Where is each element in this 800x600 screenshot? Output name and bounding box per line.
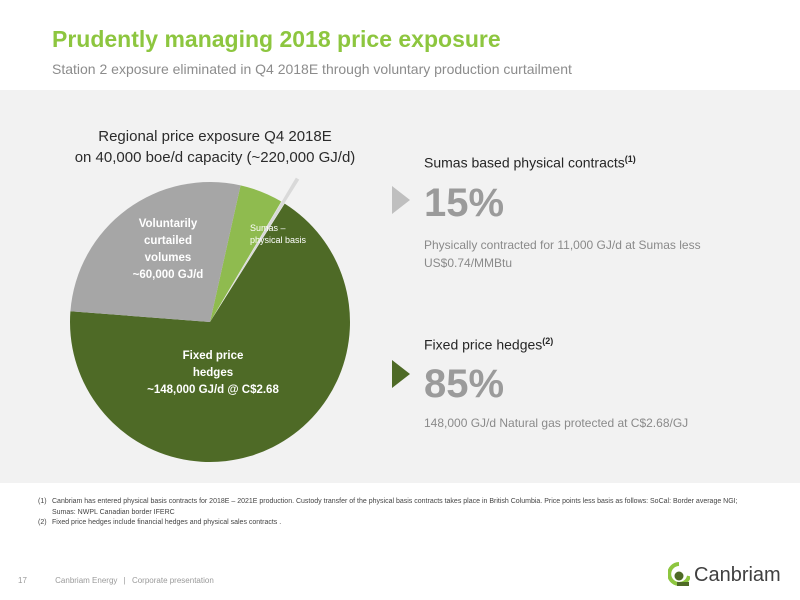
chart-title: Regional price exposure Q4 2018E on 40,0… (50, 126, 380, 168)
footnotes: (1) Canbriam has entered physical basis … (38, 497, 788, 529)
footnote-number: (2) (38, 519, 47, 526)
canbriam-logo: Canbriam (668, 562, 781, 588)
hedges-footnote-ref: (2) (542, 336, 554, 346)
hedges-heading: Fixed price hedges(2) (424, 336, 553, 353)
footer: 17 Canbriam Energy | Corporate presentat… (18, 576, 240, 585)
slice-label-line: volumes (144, 252, 192, 264)
footnote-line: Sumas: NWPL Canadian border IFERC (52, 508, 175, 516)
slice-sumas (210, 185, 282, 322)
slice-exploded (224, 177, 300, 299)
sumas-heading: Sumas based physical contracts(1) (424, 154, 636, 171)
footer-company: Canbriam Energy (55, 576, 118, 585)
slice-label-line: Fixed price (182, 350, 244, 362)
page-title: Prudently managing 2018 price exposure (52, 26, 501, 52)
sumas-desc-line: US$0.74/MMBtu (424, 256, 513, 270)
hedges-heading-text: Fixed price hedges (424, 336, 543, 353)
slice-label-line: Sumas – (250, 223, 286, 233)
footnote-2: (2) Fixed price hedges include financial… (38, 518, 788, 529)
chart-title-line-2: on 40,000 boe/d capacity (~220,000 GJ/d) (74, 149, 356, 166)
slice-label-line: physical basis (250, 235, 307, 245)
logo-icon (668, 562, 690, 586)
sumas-desc-line: Physically contracted for 11,000 GJ/d at… (424, 238, 701, 252)
slice-label-line: ~148,000 GJ/d @ C$2.68 (147, 384, 279, 396)
hedges-description: 148,000 GJ/d Natural gas protected at C$… (424, 414, 764, 432)
footnote-1: (1) Canbriam has entered physical basis … (38, 497, 788, 518)
page-subtitle: Station 2 exposure eliminated in Q4 2018… (52, 61, 572, 77)
slice-label-curtailed: Voluntarily curtailed volumes ~60,000 GJ… (113, 216, 223, 284)
footnote-number: (1) (38, 498, 47, 505)
slice-label-line: hedges (192, 367, 234, 379)
footer-separator: | (123, 576, 126, 585)
hedges-arrow-icon (392, 360, 410, 388)
footnote-text: Fixed price hedges include financial hed… (52, 518, 281, 529)
slice-label-line: curtailed (144, 235, 192, 247)
sumas-arrow-icon (392, 186, 410, 214)
hedges-percent: 85% (424, 362, 505, 406)
hedges-desc-line: 148,000 GJ/d Natural gas protected at C$… (424, 416, 689, 430)
slice-fixed-price-hedges (69, 203, 350, 462)
slice-label-hedges: Fixed price hedges ~148,000 GJ/d @ C$2.6… (128, 348, 298, 399)
footnote-line: Canbriam has entered physical basis cont… (52, 498, 738, 505)
logo-text: Canbriam (694, 563, 781, 586)
page-number: 17 (18, 576, 27, 585)
slice-label-line: Voluntarily (138, 218, 198, 230)
footnote-text: Canbriam has entered physical basis cont… (52, 497, 738, 518)
sumas-footnote-ref: (1) (624, 154, 636, 164)
footnote-line: Fixed price hedges include financial hed… (52, 519, 282, 526)
footer-doc: Corporate presentation (131, 576, 214, 585)
chart-title-line-1: Regional price exposure Q4 2018E (98, 128, 332, 145)
sumas-heading-text: Sumas based physical contracts (424, 154, 625, 171)
sumas-percent: 15% (424, 181, 505, 225)
sumas-description: Physically contracted for 11,000 GJ/d at… (424, 236, 754, 272)
slice-curtailed-volumes (70, 182, 241, 322)
slice-label-sumas: Sumas – physical basis (250, 222, 320, 246)
slice-label-line: ~60,000 GJ/d (132, 269, 204, 281)
